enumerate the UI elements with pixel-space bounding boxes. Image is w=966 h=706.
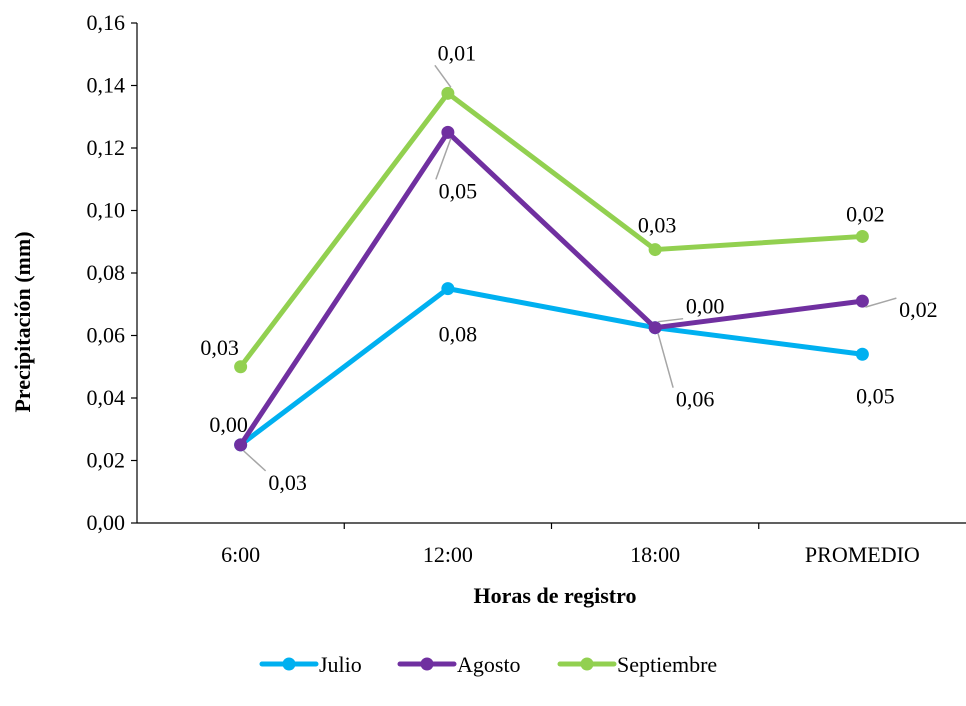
data-label: 0,00 xyxy=(209,412,248,437)
legend: Julio Agosto Septiembre xyxy=(259,652,717,677)
data-labels-layer: 0,03 0,08 0,06 0,05 0,00 0,05 0,00 0,02 0,03 0,01… xyxy=(200,40,937,495)
label-leader-line xyxy=(434,64,452,88)
data-label: 0,03 xyxy=(268,470,307,495)
label-leader-line xyxy=(865,297,897,308)
series-layer xyxy=(234,86,869,452)
series-line-agosto xyxy=(238,129,865,448)
x-tick-label: 12:00 xyxy=(423,542,473,567)
series-line-julio xyxy=(238,286,865,448)
x-tick-label: PROMEDIO xyxy=(805,542,920,567)
legend-marker-septiembre xyxy=(580,657,594,671)
data-label: 0,03 xyxy=(200,335,239,360)
legend-label-septiembre: Septiembre xyxy=(617,652,717,677)
label-leader-line xyxy=(243,450,267,472)
legend-label-julio: Julio xyxy=(319,652,362,677)
axes: 0,00 0,02 0,04 0,06 0,08 0,10 0,12 0,14 0,16 6:00… xyxy=(87,10,966,567)
data-point-septiembre xyxy=(441,86,455,100)
data-point-julio xyxy=(441,282,455,296)
y-tick-label: 0,04 xyxy=(87,385,126,410)
data-label: 0,02 xyxy=(899,297,938,322)
y-tick-label: 0,06 xyxy=(87,323,126,348)
x-axis-title: Horas de registro xyxy=(474,583,637,608)
data-label: 0,03 xyxy=(638,213,677,238)
data-label: 0,01 xyxy=(438,40,477,65)
data-point-agosto xyxy=(234,438,248,452)
data-point-agosto xyxy=(441,125,455,139)
label-leader-line xyxy=(658,317,684,323)
y-tick-label: 0,12 xyxy=(87,135,126,160)
data-point-septiembre xyxy=(648,243,662,257)
legend-marker-agosto xyxy=(420,657,434,671)
y-tick-label: 0,00 xyxy=(87,510,126,535)
y-tick-label: 0,02 xyxy=(87,448,126,473)
y-tick-label: 0,16 xyxy=(87,10,126,35)
data-label: 0,05 xyxy=(439,178,478,203)
data-point-septiembre xyxy=(234,360,248,374)
y-tick-label: 0,08 xyxy=(87,260,126,285)
data-label: 0,06 xyxy=(676,387,715,412)
data-point-agosto xyxy=(855,294,869,308)
label-leader-line xyxy=(435,138,452,180)
x-tick-label: 6:00 xyxy=(221,542,260,567)
series-line-septiembre xyxy=(238,90,865,370)
legend-label-agosto: Agosto xyxy=(457,652,521,677)
y-tick-label: 0,10 xyxy=(87,198,126,223)
data-label: 0,02 xyxy=(846,201,885,226)
data-label: 0,00 xyxy=(686,294,725,319)
data-point-julio xyxy=(855,347,869,361)
data-label: 0,05 xyxy=(856,383,895,408)
data-label: 0,08 xyxy=(439,322,478,347)
y-axis-title: Precipitación (mm) xyxy=(10,231,35,412)
legend-marker-julio xyxy=(282,657,296,671)
data-point-septiembre xyxy=(855,229,869,243)
y-tick-label: 0,14 xyxy=(87,73,126,98)
label-leader-line xyxy=(657,333,674,388)
data-point-agosto xyxy=(648,321,662,335)
x-tick-label: 18:00 xyxy=(630,542,680,567)
